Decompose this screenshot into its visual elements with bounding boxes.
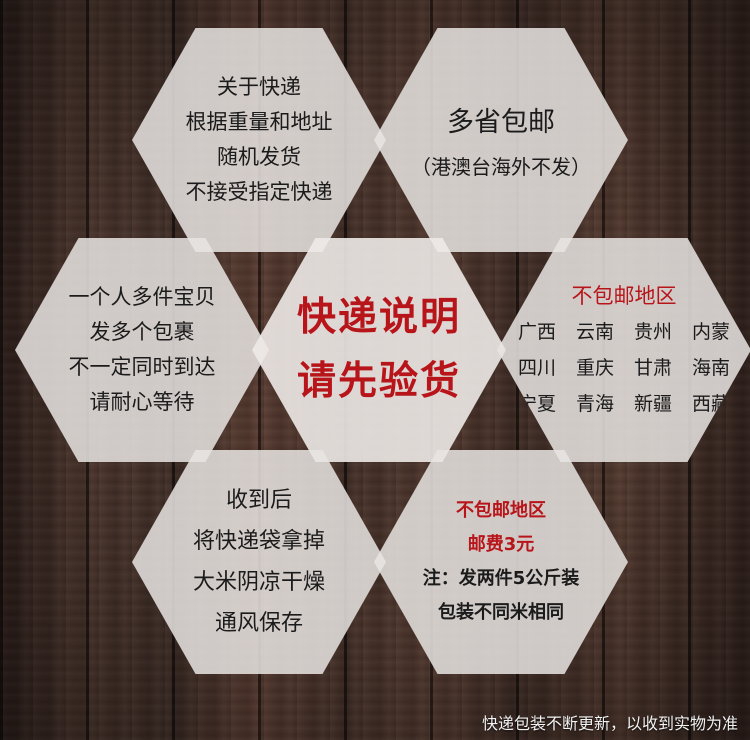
region-name: 甘肃 <box>633 357 672 379</box>
courier-line: 不接受指定快递 <box>185 180 333 204</box>
region-name: 新疆 <box>633 393 672 415</box>
fee-note: 包装不同米相同 <box>438 602 564 623</box>
center-subtitle: 请先验货 <box>296 359 461 404</box>
center-title: 快递说明 <box>296 295 461 340</box>
multi-item-line: 不一定同时到达 <box>68 355 216 379</box>
after-receipt-line: 大米阴凉干燥 <box>192 570 325 595</box>
region-row: 宁夏 青海 新疆 西藏 <box>507 386 741 422</box>
multi-item-line: 请耐心等待 <box>89 390 195 414</box>
region-name: 海南 <box>691 357 730 379</box>
after-receipt-line: 将快递袋拿掉 <box>192 529 325 554</box>
courier-line: 随机发货 <box>217 145 301 169</box>
after-receipt-line: 通风保存 <box>214 611 303 636</box>
region-name: 四川 <box>517 357 556 379</box>
center-title-hexagon: 快递说明 请先验货 <box>252 238 506 462</box>
multi-item-line: 一个人多件宝贝 <box>68 285 216 309</box>
after-receipt-title: 收到后 <box>225 488 292 513</box>
courier-line: 根据重量和地址 <box>185 110 333 134</box>
fee-note: 注：发两件5公斤装 <box>422 568 580 589</box>
fee-regions-title: 不包邮地区 <box>456 500 546 521</box>
multi-item-line: 发多个包裹 <box>89 320 195 344</box>
free-shipping-title: 多省包邮 <box>447 107 555 138</box>
region-name: 重庆 <box>575 357 614 379</box>
region-row: 广西 云南 贵州 内蒙 <box>507 314 741 350</box>
region-name: 云南 <box>575 321 614 343</box>
region-name: 内蒙 <box>691 321 730 343</box>
region-name: 贵州 <box>633 321 672 343</box>
free-shipping-note: （港澳台海外不发） <box>411 155 591 179</box>
courier-info-hexagon: 关于快递 根据重量和地址 随机发货 不接受指定快递 <box>132 28 386 252</box>
region-name: 广西 <box>517 321 556 343</box>
courier-title: 关于快递 <box>217 75 301 99</box>
multi-item-hexagon: 一个人多件宝贝 发多个包裹 不一定同时到达 请耐心等待 <box>15 238 269 462</box>
region-name: 青海 <box>575 393 614 415</box>
shipping-fee: 邮费3元 <box>467 534 535 555</box>
excluded-regions-title: 不包邮地区 <box>571 284 677 308</box>
region-row: 四川 重庆 甘肃 海南 <box>507 350 741 386</box>
packaging-disclaimer: 快递包装不断更新，以收到实物为准 <box>481 714 738 733</box>
